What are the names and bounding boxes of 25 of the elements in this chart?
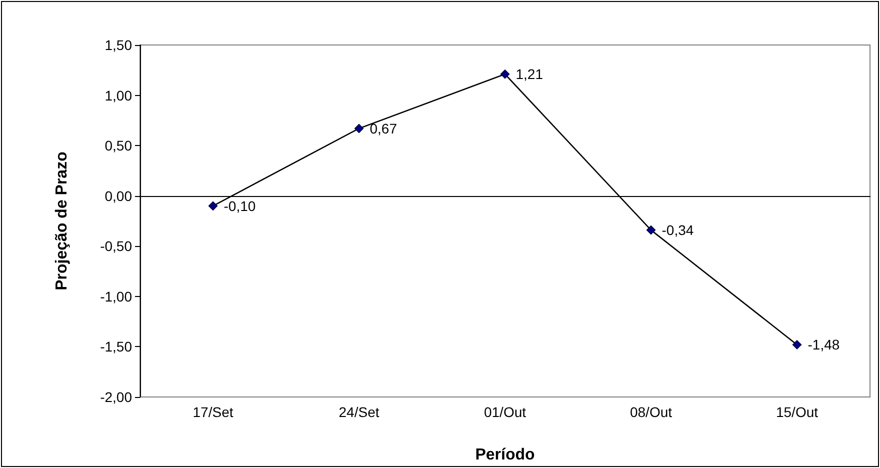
x-tick-label: 24/Set <box>338 404 380 420</box>
point <box>500 69 510 79</box>
data-label: -1,48 <box>808 336 840 353</box>
x-tick-label: 01/Out <box>484 404 526 420</box>
data-label: -0,10 <box>224 198 256 214</box>
y-tick-label: 0,50 <box>104 138 132 154</box>
y-tick-label: -2,00 <box>100 389 132 405</box>
point <box>354 124 364 134</box>
x-tick-label: 15/Out <box>776 404 818 420</box>
x-tick-label: 17/Set <box>192 404 234 420</box>
y-tick-label: -1,00 <box>100 288 132 304</box>
point <box>208 201 218 211</box>
y-tick-label: 1,50 <box>104 37 132 53</box>
y-tick-label: 1,00 <box>104 87 132 104</box>
y-tick-label: -0,50 <box>100 238 132 254</box>
y-tick-label: -1,50 <box>100 338 132 355</box>
y-axis-title: Projeção de Prazo <box>54 151 70 290</box>
data-label: -0,34 <box>662 222 694 238</box>
point <box>646 225 656 235</box>
x-tick-label: 08/Out <box>630 404 672 420</box>
data-label: 1,21 <box>516 66 544 82</box>
point <box>792 340 802 350</box>
x-axis-title: Período <box>475 446 536 464</box>
data-label: 0,67 <box>370 120 398 136</box>
y-tick-label: 0,00 <box>104 188 132 204</box>
